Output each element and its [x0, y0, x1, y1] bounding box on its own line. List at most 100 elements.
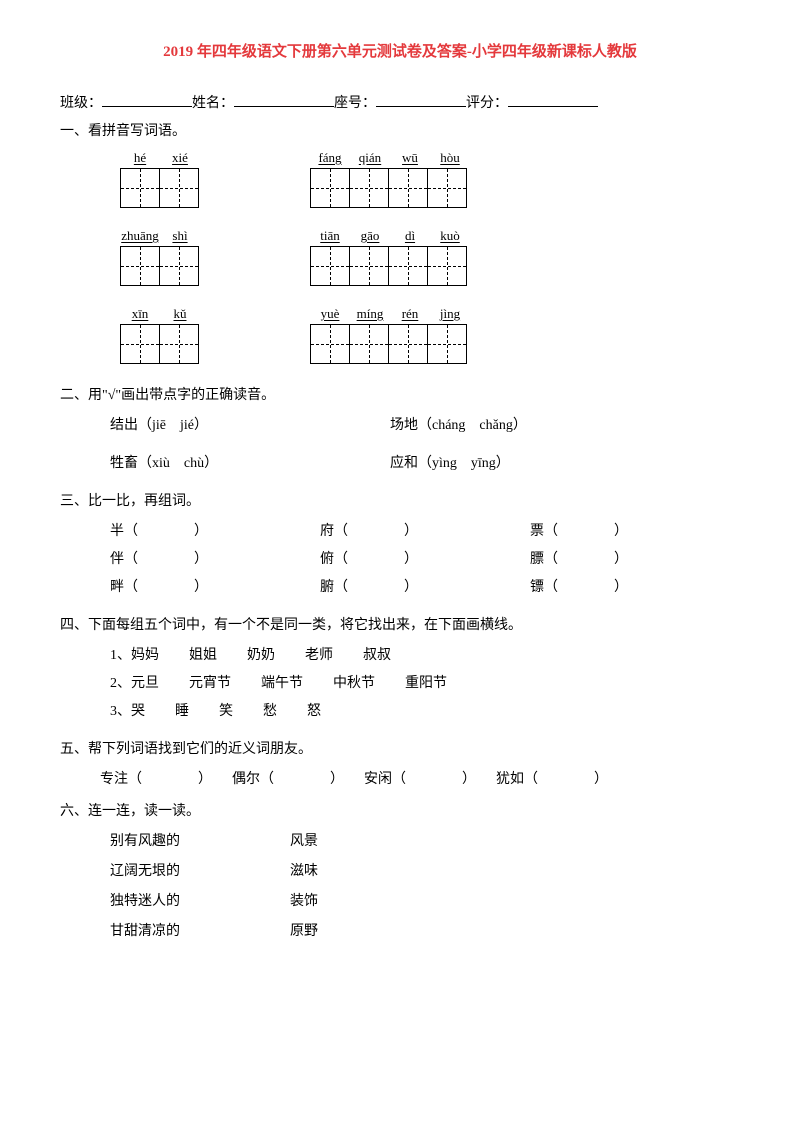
- q5-item: 犹如（ ）: [496, 768, 608, 788]
- q2-item: 结出（jiē jié）: [110, 414, 390, 434]
- class-label: 班级：: [60, 92, 102, 112]
- char-box: [427, 246, 467, 286]
- pinyin-syllable: hé: [120, 150, 160, 166]
- q4-word: 姐姐: [189, 644, 217, 664]
- class-field: 班级：: [60, 91, 192, 112]
- char-box: [427, 168, 467, 208]
- q6-right: 风景: [290, 830, 318, 850]
- q4-row: 3、哭 睡 笑 愁 怒: [110, 700, 740, 720]
- char-box: [159, 324, 199, 364]
- pinyin-syllable: wū: [390, 150, 430, 166]
- char-box: [310, 246, 350, 286]
- q4-word: 睡: [175, 700, 189, 720]
- q4-row: 1、妈妈姐姐奶奶老师叔叔: [110, 644, 740, 664]
- pinyin-group: xīnkǔ: [120, 306, 200, 364]
- char-box: [310, 324, 350, 364]
- pinyin-group: yuèmíngrénjìng: [310, 306, 470, 364]
- q6-row: 别有风趣的风景: [110, 830, 740, 850]
- score-field: 评分：: [466, 91, 598, 112]
- pinyin-syllable: kǔ: [160, 306, 200, 322]
- pinyin-syllable: shì: [160, 228, 200, 244]
- q1-container: héxié fángqiánwūhòu zhuāngshì tiāngāodìkuò x…: [60, 150, 740, 364]
- q3-title: 三、比一比，再组词。: [60, 490, 740, 510]
- student-info-row: 班级： 姓名： 座号： 评分：: [60, 91, 740, 112]
- q2-item: 牲畜（xiù chù）: [110, 452, 390, 472]
- q4-word: 怒: [307, 700, 321, 720]
- pinyin-syllable: jìng: [430, 306, 470, 322]
- char-boxes: [120, 246, 200, 286]
- q3-item: 府（ ）: [320, 520, 530, 540]
- pinyin-syllable: hòu: [430, 150, 470, 166]
- q4-word: 元宵节: [189, 672, 231, 692]
- pinyin-syllable: kuò: [430, 228, 470, 244]
- q4-row: 2、元旦元宵节端午节中秋节重阳节: [110, 672, 740, 692]
- q3-item: 膘（ ）: [530, 548, 740, 568]
- pinyin-row: xīnkǔ yuèmíngrénjìng: [120, 306, 740, 364]
- char-box: [388, 168, 428, 208]
- char-box: [120, 246, 160, 286]
- q4-word: 中秋节: [333, 672, 375, 692]
- name-blank: [234, 91, 334, 107]
- q5-item: 安闲（ ）: [364, 768, 476, 788]
- q6-container: 别有风趣的风景辽阔无垠的滋味独特迷人的装饰甘甜清凉的原野: [60, 830, 740, 940]
- q4-title: 四、下面每组五个词中，有一个不是同一类，将它找出来，在下面画横线。: [60, 614, 740, 634]
- q3-item: 畔（ ）: [110, 576, 320, 596]
- name-label: 姓名：: [192, 92, 234, 112]
- q6-right: 滋味: [290, 860, 318, 880]
- seat-field: 座号：: [334, 91, 466, 112]
- pinyin-syllable: míng: [350, 306, 390, 322]
- char-boxes: [120, 168, 200, 208]
- q4-word: 3、哭: [110, 700, 145, 720]
- pinyin-syllable: qián: [350, 150, 390, 166]
- q1-title: 一、看拼音写词语。: [60, 120, 740, 140]
- q6-row: 辽阔无垠的滋味: [110, 860, 740, 880]
- q3-row: 伴（ ）俯（ ）膘（ ）: [110, 548, 740, 568]
- char-box: [427, 324, 467, 364]
- q4-word: 1、妈妈: [110, 644, 159, 664]
- q6-right: 原野: [290, 920, 318, 940]
- q3-item: 镖（ ）: [530, 576, 740, 596]
- q3-item: 票（ ）: [530, 520, 740, 540]
- q6-left: 独特迷人的: [110, 890, 210, 910]
- pinyin-syllable: fáng: [310, 150, 350, 166]
- q2-item: 场地（cháng chǎng）: [390, 414, 670, 434]
- char-box: [349, 246, 389, 286]
- q6-row: 甘甜清凉的原野: [110, 920, 740, 940]
- pinyin-syllable: tiān: [310, 228, 350, 244]
- q4-word: 愁: [263, 700, 277, 720]
- q3-item: 俯（ ）: [320, 548, 530, 568]
- q5-item: 专注（ ）: [100, 768, 212, 788]
- q6-title: 六、连一连，读一读。: [60, 800, 740, 820]
- pinyin-group: zhuāngshì: [120, 228, 200, 286]
- q3-row: 半（ ）府（ ）票（ ）: [110, 520, 740, 540]
- pinyin-row: héxié fángqiánwūhòu: [120, 150, 740, 208]
- q2-row: 牲畜（xiù chù）应和（yìng yīng）: [110, 452, 740, 472]
- char-box: [349, 324, 389, 364]
- pinyin-syllable: dì: [390, 228, 430, 244]
- q3-row: 畔（ ）腑（ ）镖（ ）: [110, 576, 740, 596]
- q4-word: 重阳节: [405, 672, 447, 692]
- char-boxes: [120, 324, 200, 364]
- char-box: [349, 168, 389, 208]
- pinyin-group: fángqiánwūhòu: [310, 150, 470, 208]
- pinyin-syllable: yuè: [310, 306, 350, 322]
- pinyin-syllable: xié: [160, 150, 200, 166]
- q4-container: 1、妈妈姐姐奶奶老师叔叔2、元旦元宵节端午节中秋节重阳节3、哭睡笑愁怒: [60, 644, 740, 720]
- char-box: [388, 324, 428, 364]
- q3-item: 腑（ ）: [320, 576, 530, 596]
- q4-word: 奶奶: [247, 644, 275, 664]
- char-box: [120, 324, 160, 364]
- char-boxes: [310, 168, 470, 208]
- q5-item: 偶尔（ ）: [232, 768, 344, 788]
- q6-row: 独特迷人的装饰: [110, 890, 740, 910]
- pinyin-syllable: rén: [390, 306, 430, 322]
- name-field: 姓名：: [192, 91, 334, 112]
- pinyin-syllable: zhuāng: [120, 228, 160, 244]
- q4-word: 叔叔: [363, 644, 391, 664]
- pinyin-syllable: gāo: [350, 228, 390, 244]
- page-title: 2019 年四年级语文下册第六单元测试卷及答案-小学四年级新课标人教版: [60, 40, 740, 61]
- q4-word: 笑: [219, 700, 233, 720]
- char-boxes: [310, 324, 470, 364]
- pinyin-row: zhuāngshì tiāngāodìkuò: [120, 228, 740, 286]
- score-blank: [508, 91, 598, 107]
